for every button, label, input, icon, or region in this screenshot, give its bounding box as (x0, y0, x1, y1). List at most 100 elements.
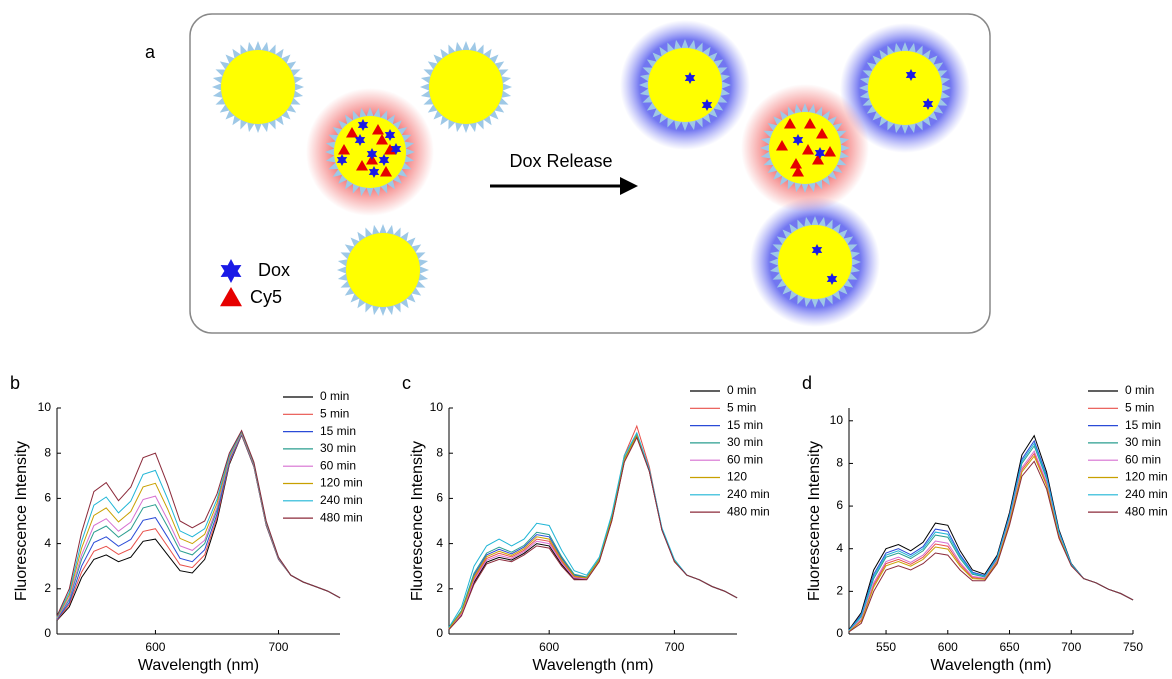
legend-label: 5 min (1125, 400, 1154, 414)
legend-label: 480 min (1125, 504, 1168, 518)
dox-star (357, 119, 369, 131)
y-tick-label: 10 (830, 413, 844, 427)
cy5-triangle (380, 166, 392, 177)
series-line (448, 435, 738, 630)
x-tick-label: 700 (268, 640, 288, 654)
cy5-triangle (220, 287, 242, 307)
x-axis-label: Wavelength (nm) (138, 657, 259, 674)
legend-label: 0 min (1125, 383, 1154, 397)
legend-dox: Dox (258, 260, 290, 280)
series-line (56, 431, 341, 619)
cy5-triangle (804, 118, 816, 129)
arrow-label: Dox Release (509, 151, 612, 171)
x-axis-label: Wavelength (nm) (930, 657, 1051, 674)
y-tick-label: 4 (836, 541, 843, 555)
legend-label: 120 min (1125, 470, 1168, 484)
dox-star (384, 129, 396, 141)
particle-core (429, 50, 503, 124)
y-tick-label: 2 (44, 581, 51, 595)
y-tick-label: 4 (44, 536, 51, 550)
particle-core (221, 50, 295, 124)
legend-label: 240 min (320, 493, 363, 507)
y-tick-label: 10 (430, 400, 444, 414)
legend-label: 480 min (727, 504, 770, 518)
legend-label: 0 min (320, 389, 349, 403)
legend-label: 30 min (727, 435, 763, 449)
series-line (448, 433, 738, 629)
y-tick-label: 0 (44, 626, 51, 640)
legend-label: 120 min (320, 476, 363, 490)
dox-star (220, 259, 242, 283)
series-line (848, 460, 1134, 633)
dox-star (336, 154, 348, 166)
series-line (56, 432, 341, 620)
x-tick-label: 550 (876, 640, 896, 654)
dox-star (390, 143, 402, 155)
cy5-triangle (356, 160, 368, 171)
particle-core (648, 48, 722, 122)
particle-core (868, 51, 942, 125)
particle-core (346, 233, 420, 307)
cy5-triangle (776, 140, 788, 151)
legend-label: 30 min (320, 441, 356, 455)
dox-star (922, 98, 934, 110)
y-tick-label: 6 (836, 498, 843, 512)
legend-label: 15 min (320, 424, 356, 438)
x-tick-label: 700 (1061, 640, 1081, 654)
legend-cy5: Cy5 (250, 287, 282, 307)
y-tick-label: 2 (836, 584, 843, 598)
series-line (848, 444, 1134, 631)
legend-label: 60 min (320, 458, 356, 472)
y-tick-label: 8 (836, 456, 843, 470)
series-line (848, 439, 1134, 631)
cy5-triangle (812, 154, 824, 165)
y-tick-label: 2 (436, 581, 443, 595)
cy5-triangle (346, 127, 358, 138)
x-axis-label: Wavelength (nm) (532, 657, 653, 674)
series-line (448, 433, 738, 629)
legend-label: 15 min (727, 418, 763, 432)
cy5-triangle (372, 124, 384, 135)
series-line (448, 434, 738, 629)
series-line (56, 433, 341, 621)
cy5-triangle (792, 166, 804, 177)
cy5-triangle (784, 118, 796, 129)
x-tick-label: 750 (1123, 640, 1143, 654)
y-axis-label: Fluorescence Intensity (13, 441, 30, 601)
dox-star (354, 134, 366, 146)
series-line (448, 431, 738, 628)
series-line (848, 452, 1134, 632)
y-tick-label: 8 (44, 445, 51, 459)
legend-label: 15 min (1125, 418, 1161, 432)
series-line (56, 429, 341, 617)
dox-star (792, 134, 804, 146)
dox-star (814, 147, 826, 159)
arrow-head (620, 177, 638, 195)
x-tick-label: 700 (664, 640, 684, 654)
y-tick-label: 4 (436, 536, 443, 550)
cy5-triangle (802, 144, 814, 155)
y-tick-label: 0 (436, 626, 443, 640)
legend-label: 5 min (320, 406, 349, 420)
series-line (848, 455, 1134, 632)
legend-label: 30 min (1125, 435, 1161, 449)
particle-core (778, 225, 852, 299)
dox-star (905, 69, 917, 81)
cy5-triangle (376, 134, 388, 145)
charts: 0 2 4 6 8 10 600 700 Wavelength (nm) Fluorescence… (10, 373, 1168, 674)
dox-star (826, 273, 838, 285)
dox-star (811, 244, 823, 256)
series-line (448, 436, 738, 630)
y-tick-label: 6 (436, 491, 443, 505)
panel-label: b (10, 373, 20, 393)
x-tick-label: 600 (539, 640, 559, 654)
series-line (448, 435, 738, 630)
dox-star (368, 166, 380, 178)
cy5-triangle (816, 128, 828, 139)
series-line (56, 432, 341, 619)
cy5-triangle (824, 146, 836, 157)
legend-label: 240 min (1125, 487, 1168, 501)
y-axis-label: Fluorescence Intensity (409, 441, 426, 601)
series-line (848, 442, 1134, 631)
legend-label: 0 min (727, 383, 756, 397)
